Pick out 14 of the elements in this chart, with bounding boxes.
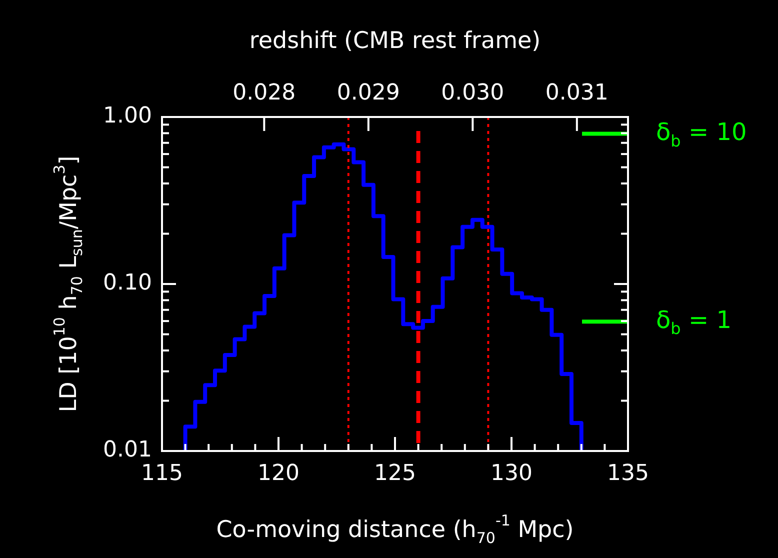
x2-tick-label: 0.028 xyxy=(232,80,296,106)
x-tick-label: 125 xyxy=(374,460,416,486)
x2-tick-label: 0.029 xyxy=(336,80,400,106)
y-tick-label: 0.10 xyxy=(103,270,152,296)
x-tick-label: 135 xyxy=(607,460,649,486)
x2-tick-label: 0.030 xyxy=(441,80,504,106)
text: LD [1010 h70 Lsun/Mpc3] xyxy=(50,156,86,412)
x2-tick-label: 0.031 xyxy=(545,80,608,106)
x-tick-label: 130 xyxy=(490,460,532,486)
y-tick-label: 0.01 xyxy=(103,438,152,463)
x2-axis-title: redshift (CMB rest frame) xyxy=(249,28,541,54)
x-tick-label: 120 xyxy=(258,460,300,486)
y-tick-label: 1.00 xyxy=(103,104,152,129)
x-tick-label: 115 xyxy=(141,460,183,486)
